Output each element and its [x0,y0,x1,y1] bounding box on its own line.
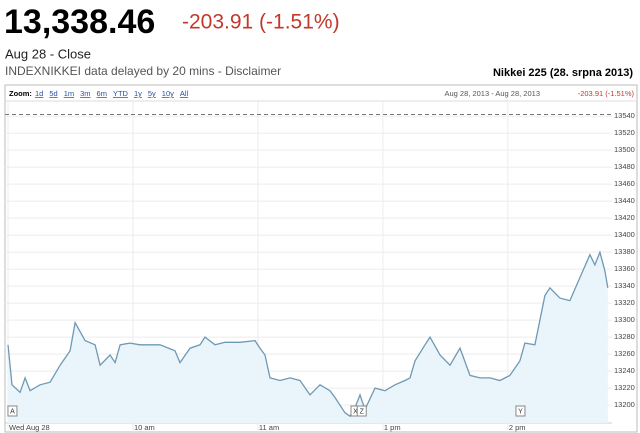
y-tick-label: 13520 [614,128,635,137]
price: 13,338.46 [4,3,155,41]
x-tick-label: 11 am [259,423,279,432]
y-tick-label: 13240 [614,366,635,375]
zoom-option[interactable]: 1y [134,89,142,98]
zoom-option[interactable]: 3m [80,89,90,98]
x-tick-label: Wed Aug 28 [9,423,50,432]
news-flag[interactable] [356,405,367,417]
x-tick-label: 2 pm [509,423,526,432]
y-tick-label: 13220 [614,383,635,392]
news-flag-label: Z [360,408,365,415]
news-flag[interactable] [7,405,18,417]
zoom-option[interactable]: 5d [49,89,57,98]
y-tick-label: 13460 [614,179,635,188]
y-tick-label: 13380 [614,247,635,256]
zoom-option[interactable]: YTD [113,89,129,98]
y-tick-label: 13340 [614,281,635,290]
zoom-option[interactable]: All [180,89,189,98]
zoom-option[interactable]: 6m [97,89,107,98]
news-flag[interactable] [515,405,526,417]
news-flag-label: Y [518,408,523,415]
y-tick-label: 13500 [614,145,635,154]
y-tick-label: 13360 [614,264,635,273]
news-flag-label: X [353,408,358,415]
y-tick-label: 13480 [614,162,635,171]
zoom-label: Zoom: [9,89,32,98]
zoom-option[interactable]: 5y [148,89,156,98]
x-tick-label: 10 am [134,423,155,432]
price-line [7,250,609,418]
chart-title: Nikkei 225 (28. srpna 2013) [493,67,633,79]
zoom-option[interactable]: 1m [64,89,74,98]
news-flag-label: A [10,408,15,415]
area [8,252,608,423]
y-tick-label: 13260 [614,349,635,358]
delay-note: INDEXNIKKEI data delayed by 20 mins - Di… [5,64,281,78]
y-tick-label: 13280 [614,332,635,341]
x-tick-label: 1 pm [384,423,401,432]
zoom-option[interactable]: 10y [162,89,174,98]
y-tick-label: 13400 [614,230,635,239]
zoom-option[interactable]: 1d [35,89,43,98]
toolbar-change: -203.91 (-1.51%) [578,89,635,98]
price-change: -203.91 (-1.51%) [182,11,340,34]
y-tick-label: 13320 [614,298,635,307]
date-label: Aug 28 - Close [5,46,91,61]
y-tick-label: 13420 [614,213,635,222]
y-tick-label: 13440 [614,196,635,205]
toolbar-range: Aug 28, 2013 - Aug 28, 2013 [445,89,541,98]
y-tick-label: 13300 [614,315,635,324]
y-tick-label: 13200 [614,400,635,409]
y-tick-label: 13540 [614,111,635,120]
